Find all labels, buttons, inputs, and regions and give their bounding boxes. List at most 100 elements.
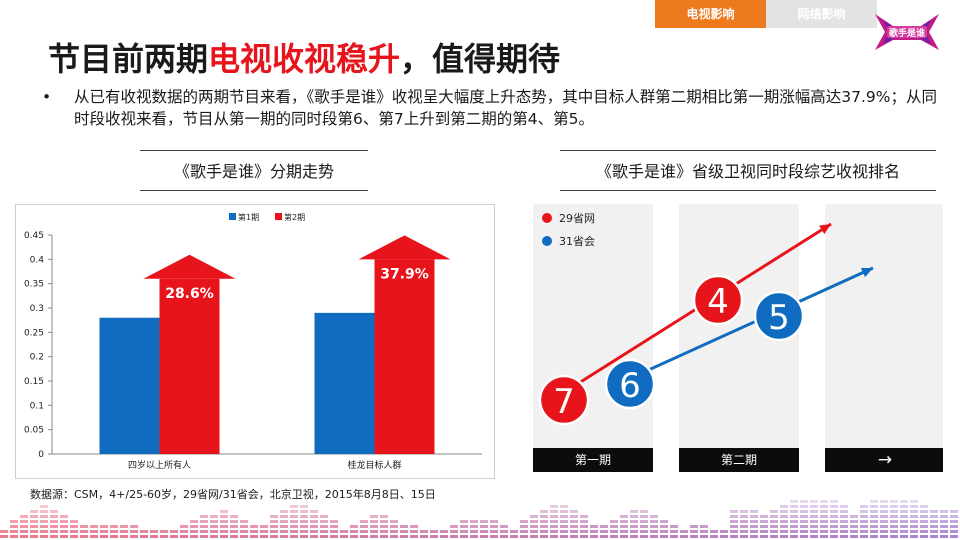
equalizer-segment [640, 525, 648, 528]
equalizer-segment [860, 525, 868, 528]
equalizer-segment [930, 530, 938, 533]
equalizer-segment [190, 520, 198, 523]
equalizer-segment [710, 530, 718, 533]
equalizer-segment [920, 535, 928, 538]
tab-tv-impact[interactable]: 电视影响 [655, 0, 766, 28]
equalizer-segment [800, 525, 808, 528]
equalizer-segment [810, 515, 818, 518]
rank-circle [753, 290, 805, 342]
equalizer-segment [650, 520, 658, 523]
equalizer-segment [950, 525, 958, 528]
equalizer-segment [350, 530, 358, 533]
y-tick-label: 0.25 [24, 328, 44, 338]
equalizer-segment [110, 530, 118, 533]
equalizer-segment [280, 515, 288, 518]
equalizer-segment [170, 535, 178, 538]
equalizer-segment [800, 535, 808, 538]
equalizer-segment [740, 535, 748, 538]
equalizer-segment [290, 525, 298, 528]
equalizer-segment [570, 520, 578, 523]
equalizer-segment [310, 510, 318, 513]
bar-series2-1 [374, 259, 435, 454]
equalizer-segment [320, 520, 328, 523]
equalizer-segment [800, 530, 808, 533]
equalizer-segment [860, 515, 868, 518]
equalizer-segment [220, 510, 228, 513]
equalizer-segment [10, 525, 18, 528]
equalizer-segment [880, 530, 888, 533]
equalizer-segment [700, 530, 708, 533]
y-tick-label: 0.3 [30, 304, 44, 314]
equalizer-segment [630, 510, 638, 513]
equalizer-segment [50, 530, 58, 533]
equalizer-segment [250, 535, 258, 538]
equalizer-segment [300, 515, 308, 518]
equalizer-segment [920, 525, 928, 528]
equalizer-segment [910, 505, 918, 508]
equalizer-segment [120, 530, 128, 533]
legend-label-2: 31省会 [559, 235, 595, 248]
equalizer-segment [300, 535, 308, 538]
equalizer-segment [940, 515, 948, 518]
equalizer-segment [330, 535, 338, 538]
equalizer-segment [330, 530, 338, 533]
equalizer-segment [90, 525, 98, 528]
left-chart-subtitle: 《歌手是谁》分期走势 [140, 150, 368, 191]
equalizer-segment [630, 535, 638, 538]
equalizer-segment [870, 525, 878, 528]
equalizer-segment [900, 520, 908, 523]
equalizer-segment [530, 520, 538, 523]
equalizer-segment [300, 505, 308, 508]
bar-series2-0 [159, 278, 220, 454]
equalizer-segment [850, 535, 858, 538]
period-label: 第一期 [575, 453, 611, 467]
equalizer-segment [490, 520, 498, 523]
equalizer-segment [80, 525, 88, 528]
equalizer-segment [600, 535, 608, 538]
equalizer-segment [510, 535, 518, 538]
equalizer-segment [150, 530, 158, 533]
equalizer-segment [790, 520, 798, 523]
equalizer-segment [230, 520, 238, 523]
equalizer-segment [30, 525, 38, 528]
equalizer-segment [220, 515, 228, 518]
equalizer-segment [340, 535, 348, 538]
equalizer-segment [500, 535, 508, 538]
equalizer-segment [830, 505, 838, 508]
equalizer-segment [560, 520, 568, 523]
equalizer-segment [860, 520, 868, 523]
equalizer-segment [880, 510, 888, 513]
equalizer-segment [630, 515, 638, 518]
equalizer-segment [860, 510, 868, 513]
equalizer-segment [200, 530, 208, 533]
equalizer-segment [120, 525, 128, 528]
equalizer-segment [210, 535, 218, 538]
equalizer-segment [20, 535, 28, 538]
equalizer-segment [930, 515, 938, 518]
equalizer-segment [220, 525, 228, 528]
equalizer-segment [380, 535, 388, 538]
equalizer-segment [900, 515, 908, 518]
equalizer-segment [250, 530, 258, 533]
equalizer-segment [100, 525, 108, 528]
equalizer-segment [810, 530, 818, 533]
equalizer-segment [460, 520, 468, 523]
equalizer-segment [400, 535, 408, 538]
equalizer-segment [560, 525, 568, 528]
bar-chart: 0 0.05 0.1 0.15 0.2 0.25 0.3 0.35 0.4 0.45 第1期 第2期四… [24, 212, 482, 471]
equalizer-segment [100, 535, 108, 538]
equalizer-segment [520, 535, 528, 538]
equalizer-segment [660, 535, 668, 538]
equalizer-segment [50, 510, 58, 513]
equalizer-segment [640, 510, 648, 513]
equalizer-segment [490, 530, 498, 533]
equalizer-segment [280, 510, 288, 513]
equalizer-segment [450, 525, 458, 528]
equalizer-segment [630, 530, 638, 533]
equalizer-segment [20, 525, 28, 528]
equalizer-segment [80, 535, 88, 538]
tab-web-impact[interactable]: 网络影响 [766, 0, 877, 28]
equalizer-segment [580, 530, 588, 533]
trend-arrow-head-1 [819, 224, 831, 235]
equalizer-segment [730, 535, 738, 538]
